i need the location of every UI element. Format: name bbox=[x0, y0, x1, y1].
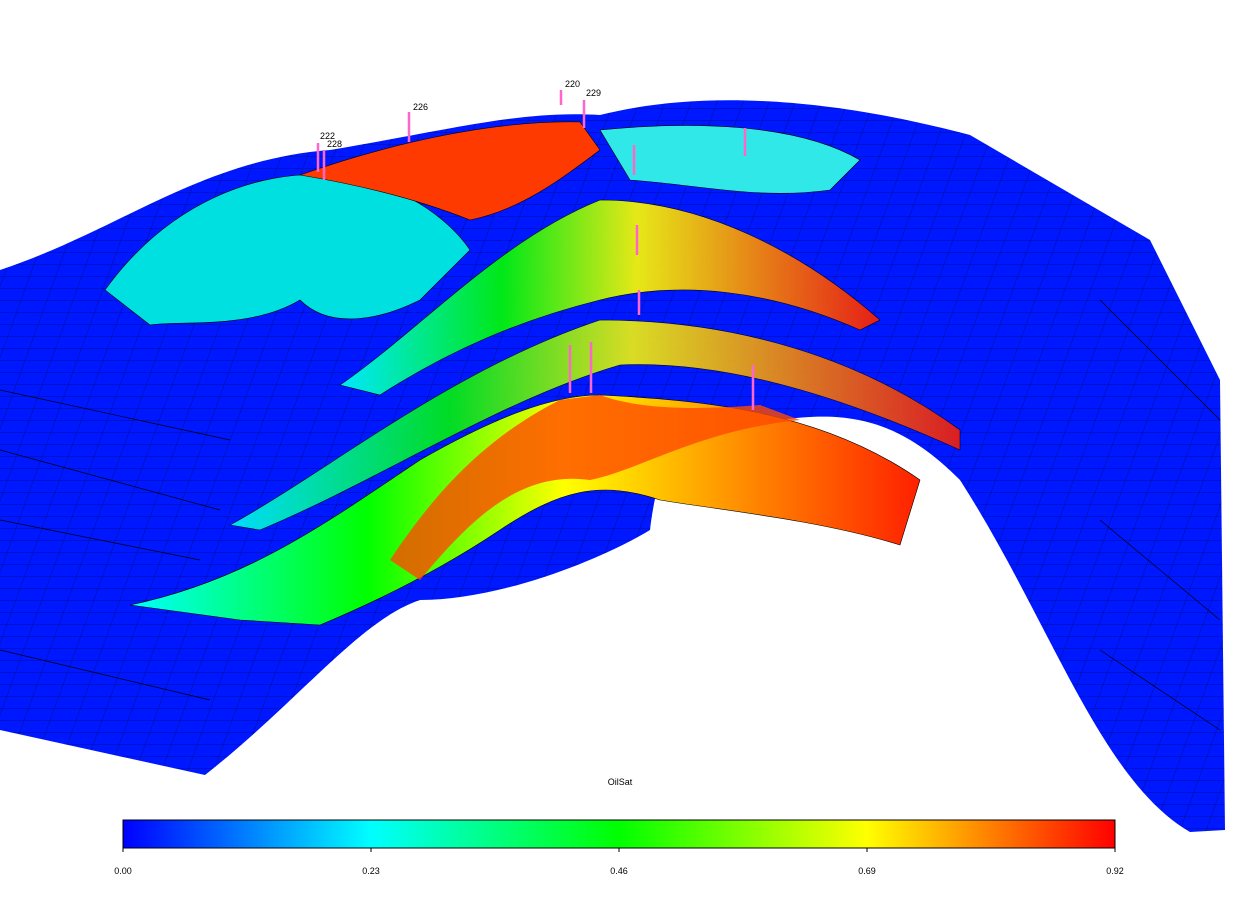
colorbar-tick-label: 0.46 bbox=[610, 866, 628, 876]
well-label: 228 bbox=[327, 139, 342, 149]
model bbox=[0, 100, 1225, 832]
colorbar-tick-label: 0.23 bbox=[362, 866, 380, 876]
colorbar-tick-label: 0.92 bbox=[1106, 866, 1124, 876]
colorbar-title: OilSat bbox=[608, 777, 633, 787]
colorbar-tick-label: 0.69 bbox=[858, 866, 876, 876]
colorbar-tick-label: 0.00 bbox=[114, 866, 132, 876]
well-track bbox=[316, 90, 755, 410]
well-label: 222 bbox=[320, 131, 335, 141]
well-label: 220 bbox=[565, 79, 580, 89]
well-label: 226 bbox=[413, 102, 428, 112]
colorbar bbox=[122, 819, 1116, 849]
well-label: 229 bbox=[586, 88, 601, 98]
